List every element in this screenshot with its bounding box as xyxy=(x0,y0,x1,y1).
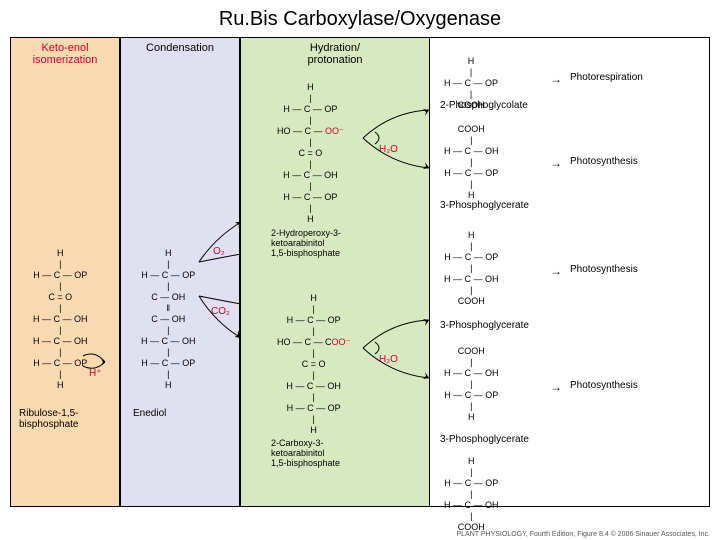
panel-condensation: Condensation H|H — C — OP|C — OH‖C — OH|… xyxy=(120,37,240,507)
caption-photorespiration: Photorespiration xyxy=(570,72,643,83)
panels-container: Keto-enol isomerization H|H — C — OP|C =… xyxy=(10,37,710,507)
molecule-3pga-3: COOH|H — C — OH|H — C — OP|H xyxy=(444,346,499,423)
caption-photosynthesis-1: Photosynthesis xyxy=(570,156,638,167)
arrow-co2-branch xyxy=(195,292,245,342)
molecule-3pga-1: COOH|H — C — OH|H — C — OP|H xyxy=(444,124,499,201)
caption-hydroperoxy: 2-Hydroperoxy-3- ketoarabinitol 1,5-bisp… xyxy=(271,228,341,258)
molecule-3pga-4: H|H — C — OP|H — C — OH|COOH xyxy=(444,456,499,533)
arrow-carboxy-split xyxy=(361,318,431,388)
panel-header-condensation: Condensation xyxy=(121,38,239,58)
arrow-photorespiration: → xyxy=(550,72,562,86)
panel-header-hydration: Hydration/ protonation xyxy=(241,38,429,70)
page-title: Ru.Bis Carboxylase/Oxygenase xyxy=(0,0,720,37)
caption-phosphoglycolate: 2-Phosphoglycolate xyxy=(440,100,528,111)
caption-3pga-3: 3-Phosphoglycerate xyxy=(440,434,529,445)
molecule-enediol: H|H — C — OP|C — OH‖C — OH|H — C — OH|H … xyxy=(141,248,196,391)
molecule-hydroperoxy: H|H — C — OP|HO — C — OO⁻|C = O|H — C — … xyxy=(277,82,344,225)
panel-products: H|H — C — OP|COOH 2-Phosphoglycolate → P… xyxy=(430,37,710,507)
caption-carboxy: 2-Carboxy-3- ketoarabinitol 1,5-bisphosp… xyxy=(271,438,340,468)
caption-photosynthesis-3: Photosynthesis xyxy=(570,380,638,391)
arrow-hplus xyxy=(81,348,117,378)
caption-enediol: Enediol xyxy=(133,408,166,419)
caption-rubp: Ribulose-1,5- bisphosphate xyxy=(19,408,79,430)
arrow-hydroper-split xyxy=(361,108,431,178)
caption-3pga-1: 3-Phosphoglycerate xyxy=(440,200,529,211)
panel-isomerization: Keto-enol isomerization H|H — C — OP|C =… xyxy=(10,37,120,507)
panel-hydration: Hydration/ protonation H|H — C — OP|HO —… xyxy=(240,37,430,507)
arrow-photosynthesis-2: → xyxy=(550,264,562,278)
arrow-photosynthesis-1: → xyxy=(550,156,562,170)
molecule-carboxy: H|H — C — OP|HO — C — COO⁻|C = O|H — C —… xyxy=(277,293,350,436)
molecule-3pga-2: H|H — C — OP|H — C — OH|COOH xyxy=(444,230,499,307)
panel-header-isomerization: Keto-enol isomerization xyxy=(11,38,119,70)
caption-photosynthesis-2: Photosynthesis xyxy=(570,264,638,275)
caption-3pga-2: 3-Phosphoglycerate xyxy=(440,320,529,331)
citation: PLANT PHYSIOLOGY, Fourth Edition, Figure… xyxy=(456,531,710,538)
arrow-photosynthesis-3: → xyxy=(550,380,562,394)
arrow-o2-branch xyxy=(195,218,245,268)
molecule-rubp: H|H — C — OP|C = O|H — C — OH|H — C — OH… xyxy=(33,248,88,391)
